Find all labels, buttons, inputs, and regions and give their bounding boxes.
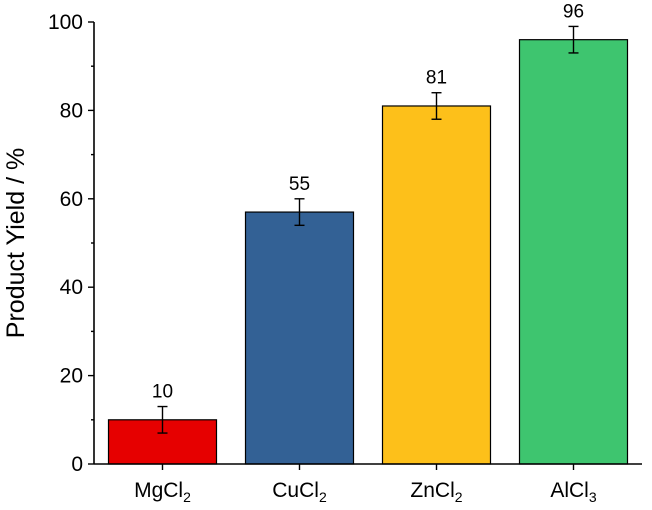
data-label: 96 xyxy=(563,1,584,22)
bar xyxy=(381,105,492,465)
bar xyxy=(518,39,629,465)
y-tick-label: 80 xyxy=(60,99,83,122)
data-label: 10 xyxy=(152,382,173,403)
y-tick-label: 60 xyxy=(60,188,83,211)
data-label: 81 xyxy=(426,68,447,89)
x-tick-label: CuCl2 xyxy=(272,479,327,505)
y-tick-label: 0 xyxy=(71,453,83,476)
y-tick-label: 100 xyxy=(48,11,83,34)
x-tick-label: ZnCl2 xyxy=(410,479,462,505)
y-tick-label: 20 xyxy=(60,365,83,388)
plot-area: 10 MgCl2 55 CuCl2 81 ZnCl2 96 AlCl3 0 20 40 60 80 100 xyxy=(48,1,642,505)
x-tick-label: AlCl3 xyxy=(550,479,597,505)
bar xyxy=(244,211,355,465)
x-tick-label: MgCl2 xyxy=(134,479,191,505)
y-tick-label: 40 xyxy=(60,276,83,299)
data-label: 55 xyxy=(289,174,310,195)
y-axis-title: Product Yield / % xyxy=(2,148,30,338)
